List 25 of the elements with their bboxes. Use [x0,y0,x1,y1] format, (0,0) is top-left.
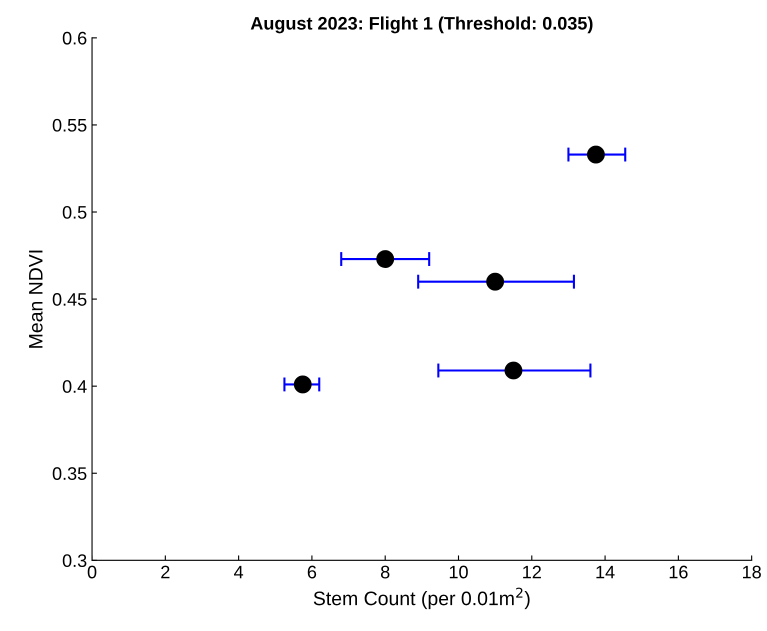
x-tick-label: 14 [596,566,615,578]
x-axis-title: Stem Count (per 0.01m$^{2}$) [314,588,530,610]
x-tick-label: 18 [742,566,761,578]
point [486,272,504,291]
y-tick-label: 0.3 [62,554,86,568]
point [504,362,522,380]
y-tick-label: 0.4 [62,380,87,393]
point [376,250,394,268]
x-tick-label: 10 [450,566,468,578]
x-tick-label: 16 [670,566,688,578]
y-tick-label: 0.55 [52,118,86,132]
y-tick-label: 0.45 [52,293,86,306]
x-tick-label: 8 [380,566,390,578]
point [587,146,605,164]
y-tick-label: 0.6 [62,32,86,45]
y-tick-label: 0.35 [52,467,86,480]
chart-title: August 2023: Flight 1 (Threshold: 0.035) [250,16,593,34]
point [294,376,312,394]
x-tick-label: 4 [234,566,244,578]
x-tick-label: 6 [308,566,316,578]
y-axis-title: Mean NDVI [29,250,43,348]
y-tick-label: 0.5 [62,206,86,219]
x-tick-label: 0 [88,566,96,578]
x-tick-label: 12 [523,566,541,578]
x-tick-label: 2 [161,566,170,578]
